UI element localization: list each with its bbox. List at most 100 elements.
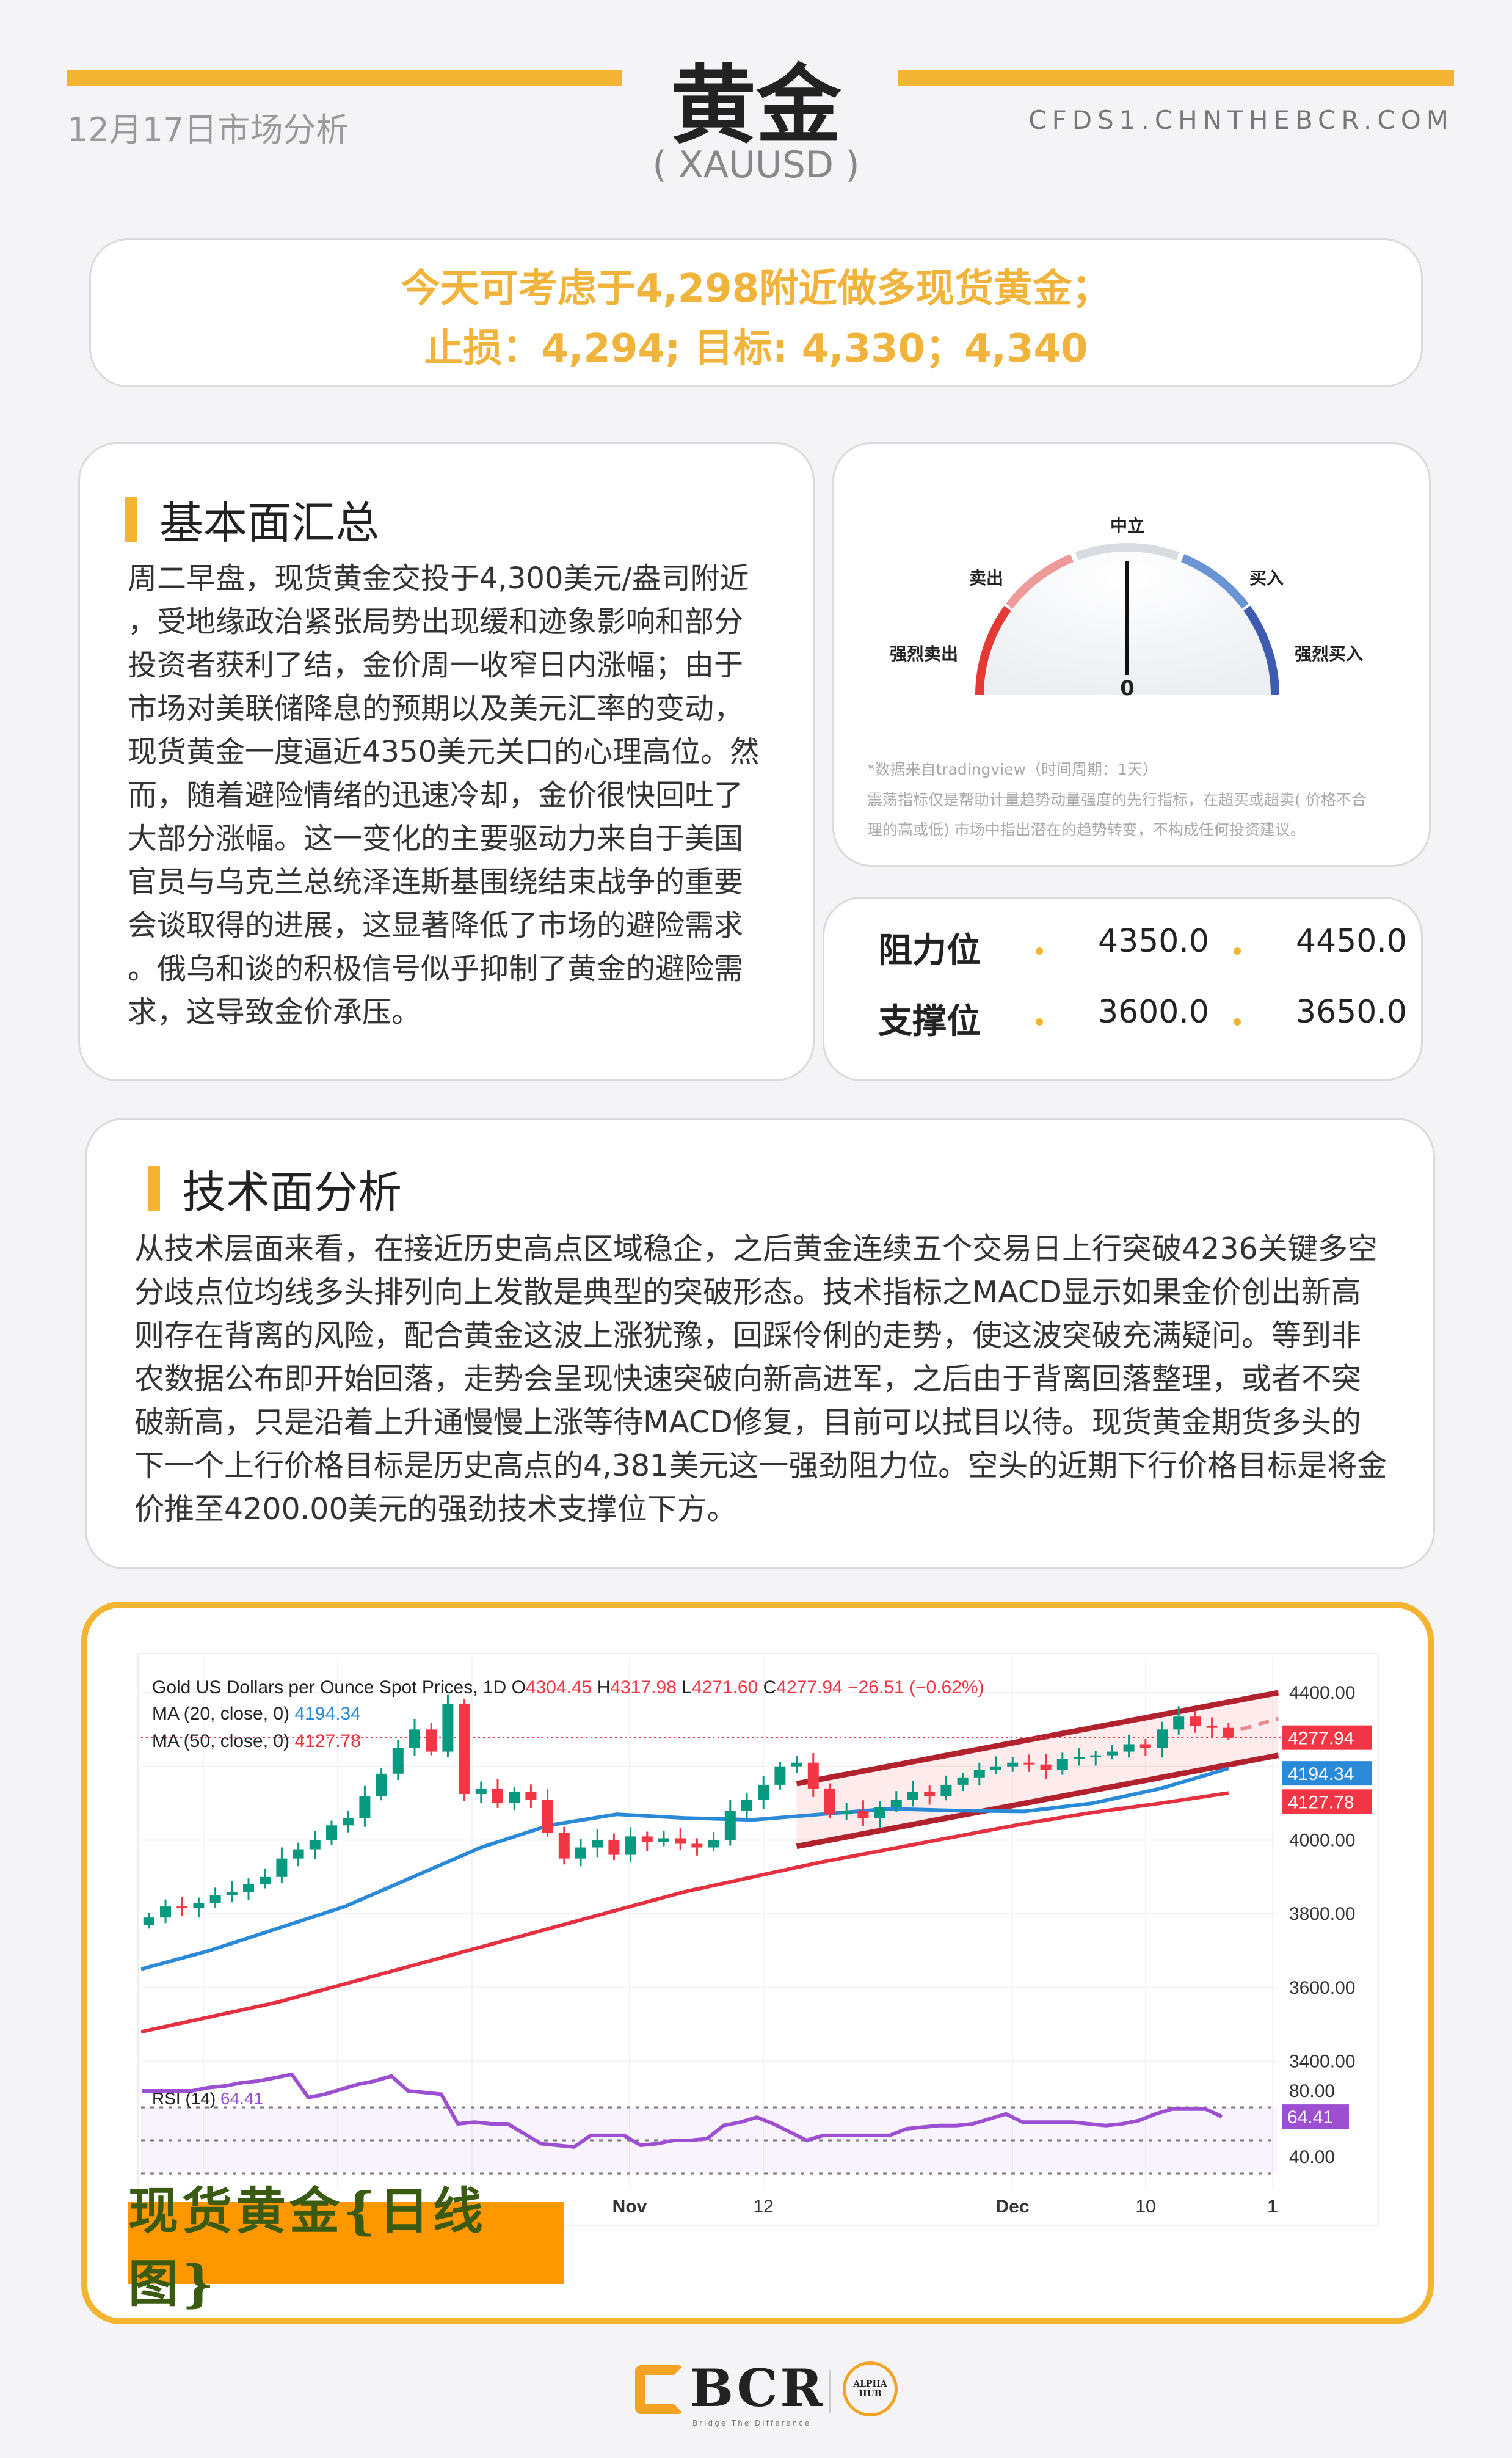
ma-legend: MA (20, close, 0) 4194.34 (152, 1704, 361, 1724)
title-marker (125, 496, 137, 542)
footer-divider (829, 2370, 831, 2413)
price-tag (1282, 1761, 1372, 1786)
fundamentals-title-text: 基本面汇总 (159, 497, 380, 549)
price-axis-label: 3400.00 (1289, 2052, 1355, 2072)
resistance-1: 4350.0 (1098, 923, 1209, 960)
candle (326, 1825, 337, 1840)
candle (243, 1884, 254, 1892)
candle (625, 1836, 636, 1855)
header-bar-right (898, 70, 1454, 86)
candle (824, 1788, 835, 1815)
candle (724, 1811, 736, 1840)
bullet-dot (1036, 1018, 1043, 1026)
technical-title-text: 技术面分析 (182, 1167, 402, 1218)
candle (1007, 1762, 1019, 1767)
candle (226, 1891, 238, 1895)
text-line: 价推至4200.00美元的强劲技术支撑位下方。 (134, 1492, 737, 1526)
candle (193, 1903, 205, 1909)
text-line: 从技术层面来看，在接近历史高点区域稳企，之后黄金连续五个交易日上行突破4236关… (134, 1231, 1378, 1266)
ma50-line (141, 1791, 1229, 2034)
text-line: 官员与乌克兰总统泽连斯基围绕结束战争的重要 (128, 865, 744, 899)
gauge-segment-neutral (1075, 543, 1180, 561)
gauge-segment-buy (1180, 554, 1249, 609)
candle (1074, 1757, 1085, 1759)
candle (791, 1762, 802, 1767)
candle (525, 1792, 537, 1800)
candle (143, 1917, 154, 1925)
candle (957, 1777, 969, 1785)
fundamentals-title: 基本面汇总 (125, 487, 379, 551)
candle (807, 1762, 819, 1789)
candle (675, 1838, 686, 1844)
key-levels-card: 阻力位 4350.0 4450.0 支撑位 3600.0 3650.0 (823, 897, 1423, 1081)
header-bar-left (67, 70, 622, 86)
technical-title: 技术面分析 (148, 1156, 402, 1220)
title-marker (148, 1165, 160, 1211)
gauge-value: 0 (1120, 676, 1135, 701)
candle (592, 1840, 603, 1848)
candle (857, 1811, 869, 1818)
resistance-label: 阻力位 (878, 931, 981, 971)
candle (376, 1773, 387, 1796)
site-url: CFDS1.CHNTHEBCR.COM (1028, 105, 1454, 135)
x-axis-label: 12 (753, 2197, 773, 2217)
candle (924, 1792, 936, 1796)
ma-legend: MA (50, close, 0) 4127.78 (152, 1731, 361, 1751)
brand-logo-text: BCR (690, 2358, 826, 2418)
candle (309, 1840, 321, 1850)
text-line: ，受地缘政治紧张局势出现缓和迹象影响和部分 (128, 605, 744, 639)
price-chart[interactable]: Gold US Dollars per Ounce Spot Prices, 1… (81, 1602, 1434, 2324)
candle (542, 1800, 553, 1833)
fundamentals-card: 基本面汇总 周二早盘，现货黄金交投于4,300美元/盎司附近 ，受地缘政治紧张局势… (78, 442, 815, 1081)
gauge-source-note: *数据来自tradingview（时间周期：1天） (867, 760, 1158, 778)
text-line: 求，这导致金价承压。 (128, 995, 421, 1029)
candle (940, 1784, 952, 1796)
candle (442, 1704, 454, 1752)
text-line: 而，随着避险情绪的迅速冷却，金价很快回吐了 (128, 778, 744, 812)
candle (641, 1836, 653, 1842)
text-line: 分歧点位均线多头排列向上发散是典型的突破形态。技术指标之MACD显示如果金价创出… (134, 1275, 1361, 1310)
candle (1123, 1744, 1135, 1752)
brand-tagline: Bridge The Difference (692, 2419, 812, 2427)
trade-signal-box: 今天可考虑于4,298附近做多现货黄金； 止损：4,294; 目标: 4,330… (89, 238, 1423, 387)
price-axis-label: 3600.00 (1289, 1978, 1355, 1998)
channel-upper-line (796, 1690, 1279, 1787)
candle (475, 1788, 487, 1794)
text-line: 投资者获利了结，金价周一收窄日内涨幅；由于 (128, 648, 744, 682)
price-tag (1282, 1725, 1372, 1750)
text-line: 下一个上行价格目标是历史高点的4,381美元这一强劲阻力位。空头的近期下行价格目… (134, 1448, 1387, 1483)
candle (708, 1840, 719, 1848)
candle (741, 1800, 752, 1811)
price-axis-label: 4000.00 (1289, 1830, 1355, 1850)
rsi-tag-label: 64.41 (1287, 2107, 1333, 2128)
text-line: 农数据公布即开始回落，走势会呈现快速突破向新高进军，之后由于背离回落整理，或者不… (134, 1362, 1362, 1396)
candle (343, 1818, 354, 1826)
candle (260, 1876, 271, 1884)
resistance-row: 阻力位 4350.0 4450.0 (824, 923, 1421, 984)
price-axis-label: 3800.00 (1289, 1904, 1355, 1924)
candle (1040, 1764, 1052, 1770)
candle (426, 1729, 437, 1752)
candle (973, 1770, 985, 1778)
candle (276, 1858, 288, 1877)
candle (658, 1838, 669, 1842)
gauge-disclaimer-1: 震荡指标仅是帮助计量趋势动量强度的先行指标，在超买或超卖( 价格不合 (867, 791, 1367, 809)
x-axis-label: 1 (1268, 2197, 1278, 2217)
candle (509, 1792, 520, 1804)
candle (874, 1807, 885, 1818)
date-label: 12月17日市场分析 (67, 111, 349, 149)
candle (758, 1784, 769, 1800)
candle (1190, 1716, 1201, 1726)
signal-line-1: 今天可考虑于4,298附近做多现货黄金； (401, 266, 1111, 312)
price-tag-label: 4127.78 (1288, 1792, 1354, 1812)
candle (990, 1766, 1001, 1770)
technical-card: 技术面分析 从技术层面来看，在接近历史高点区域稳企，之后黄金连续五个交易日上行突… (85, 1118, 1435, 1569)
bullet-dot (1234, 947, 1241, 955)
candle (558, 1833, 570, 1859)
candle (1173, 1716, 1185, 1730)
bullet-dot (1234, 1018, 1241, 1026)
candle (575, 1847, 586, 1859)
resistance-2: 4450.0 (1296, 923, 1407, 960)
candle (492, 1788, 503, 1804)
candle (1023, 1762, 1035, 1765)
